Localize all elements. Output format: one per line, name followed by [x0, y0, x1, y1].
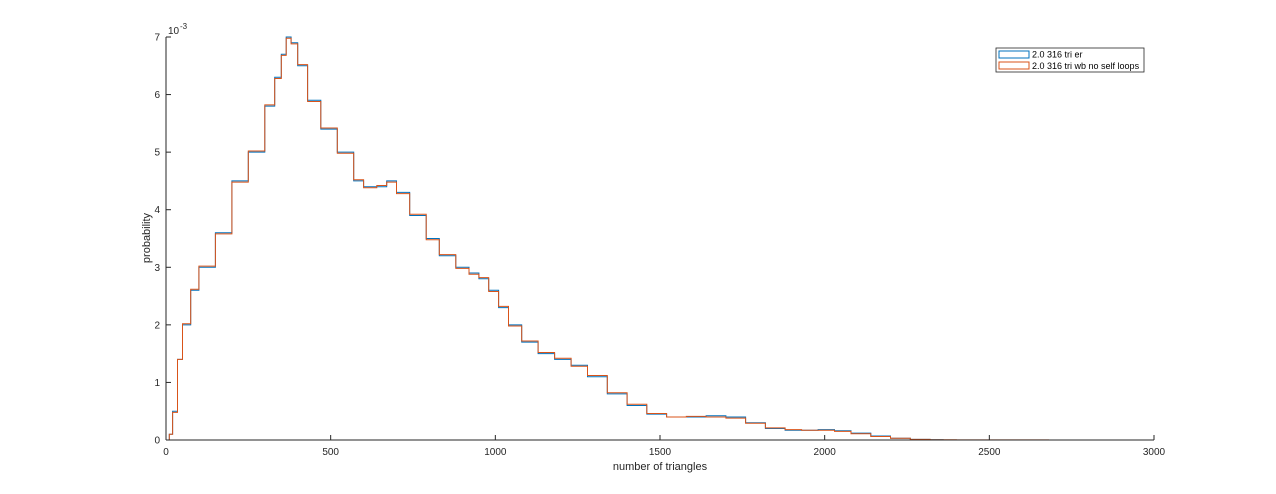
y-tick-label: 1: [154, 378, 160, 389]
x-tick-label: 1000: [484, 447, 507, 458]
x-tick-label: 3000: [1143, 447, 1166, 458]
y-tick-label: 0: [154, 436, 160, 447]
y-tick-label: 6: [154, 90, 160, 101]
y-ticks: 0 1 2 3 4 5 6 7: [154, 33, 171, 447]
y-axis-label: probability: [141, 212, 153, 263]
y-tick-label: 7: [154, 33, 160, 44]
y-tick-label: 3: [154, 263, 160, 274]
exponent-base: 10: [168, 26, 180, 37]
legend-label-wb: 2.0 316 tri wb no self loops: [1032, 61, 1140, 71]
x-tick-label: 2000: [814, 447, 837, 458]
x-tick-label: 2500: [978, 447, 1001, 458]
legend-box: [995, 47, 1145, 73]
plot-area: [166, 37, 1154, 440]
x-tick-label: 500: [322, 447, 339, 458]
y-tick-label: 4: [154, 205, 160, 216]
x-tick-label: 1500: [649, 447, 672, 458]
x-ticks: 0 500 1000 1500 2000 2500 3000: [163, 435, 1166, 458]
legend-label-er: 2.0 316 tri er: [1032, 50, 1083, 60]
legend-swatch-wb: [998, 61, 1030, 70]
series-line-1: [168, 37, 1050, 441]
legend-swatch-er: [998, 50, 1030, 59]
y-tick-label: 2: [154, 320, 160, 331]
y-tick-label: 5: [154, 148, 160, 159]
x-axis-label: number of triangles: [613, 461, 708, 473]
x-tick-label: 0: [163, 447, 169, 458]
exponent-power: -3: [180, 22, 188, 31]
legend: 2.0 316 tri er 2.0 316 tri wb no self lo…: [995, 47, 1145, 73]
series-layer: [168, 36, 1050, 441]
